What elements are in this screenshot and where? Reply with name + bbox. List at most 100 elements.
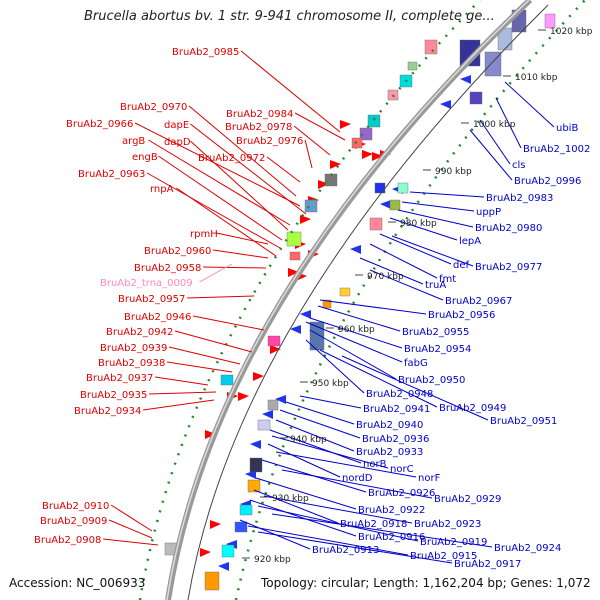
reverse-gene-arrow xyxy=(300,310,311,319)
gene-feature-block xyxy=(220,374,234,386)
leader-line xyxy=(299,395,362,409)
gene-feature-block xyxy=(369,217,383,231)
scale-tick-label: 1010 kbp xyxy=(515,73,558,83)
leader-line xyxy=(379,233,452,265)
gene-label-right: BruAb2_0936 xyxy=(362,434,429,445)
gene-label-right: BruAb2_0918 xyxy=(340,519,407,530)
gene-label-left: dapD xyxy=(164,137,191,148)
reverse-gene-arrow xyxy=(262,410,273,419)
backbone-highlight xyxy=(166,0,530,600)
gene-feature-block xyxy=(289,251,301,261)
leader-line xyxy=(305,321,403,363)
gene-label-left: BruAb2_0938 xyxy=(98,358,165,369)
leader-line xyxy=(247,525,409,556)
leader-line xyxy=(257,531,453,564)
leader-line xyxy=(193,315,265,331)
gene-label-right: BruAb2_0916 xyxy=(358,532,425,543)
gene-label-right: BruAb2_0996 xyxy=(514,176,581,187)
gene-feature-block xyxy=(397,182,409,194)
scale-tick-label: 950 kbp xyxy=(312,379,349,389)
leader-line xyxy=(203,266,267,269)
leader-line xyxy=(319,299,427,315)
gene-feature-block xyxy=(339,287,351,297)
gene-label-left: BruAb2_0984 xyxy=(226,109,293,120)
leader-line xyxy=(391,235,474,267)
leader-line xyxy=(359,257,424,285)
gene-feature-block xyxy=(322,299,332,309)
leader-line xyxy=(369,269,444,301)
gene-feature-block xyxy=(407,61,418,71)
leader-line xyxy=(271,513,493,548)
gene-label-right: BruAb2_0933 xyxy=(356,447,423,458)
leader-line xyxy=(275,419,355,452)
gene-label-right: BruAb2_1002 xyxy=(523,144,590,155)
leader-line xyxy=(174,330,253,353)
leader-line xyxy=(176,187,277,257)
gene-feature-block xyxy=(359,127,373,141)
gene-feature-block xyxy=(267,335,281,347)
backbone-group xyxy=(138,0,586,600)
gene-feature-block xyxy=(286,231,302,247)
leader-line xyxy=(269,429,362,464)
gene-label-right: BruAb2_0956 xyxy=(428,310,495,321)
leader-line xyxy=(263,495,413,524)
reverse-gene-arrow xyxy=(440,100,451,109)
gene-label-right: BruAb2_0951 xyxy=(490,416,557,427)
gene-label-right: BruAb2_0929 xyxy=(434,494,501,505)
gene-feature-block xyxy=(389,199,401,211)
leader-line xyxy=(187,295,255,299)
leader-line xyxy=(253,489,339,524)
leader-line xyxy=(319,349,438,408)
leader-line xyxy=(304,139,313,169)
gene-label-left: BruAb2_0960 xyxy=(144,246,211,257)
gene-label-left: BruAb2_0935 xyxy=(80,390,147,401)
gene-label-left: BruAb2_0972 xyxy=(198,153,265,164)
gene-feature-block xyxy=(257,419,271,431)
gene-labels: BruAb2_0985 BruAb2_0984 BruAb2_0970 BruAb2_… xyxy=(34,47,590,570)
leader-line xyxy=(143,399,215,411)
gene-label-right: ubiB xyxy=(556,123,578,134)
leader-line xyxy=(285,401,355,425)
gene-label-right: norF xyxy=(418,473,441,484)
gene-label-left: BruAb2_0939 xyxy=(100,343,167,354)
leader-line xyxy=(190,123,307,215)
leader-line xyxy=(305,339,365,394)
gene-label-left: BruAb2_0908 xyxy=(34,535,101,546)
leader-line xyxy=(389,217,458,241)
gene-feature-block xyxy=(351,137,363,149)
leader-line xyxy=(108,519,153,539)
gene-label-left: BruAb2_0963 xyxy=(78,169,145,180)
gene-feature-block xyxy=(234,521,248,533)
gene-label-right: BruAb2_0955 xyxy=(402,327,469,338)
gene-feature-block xyxy=(239,504,253,516)
map-title: Brucella abortus bv. 1 str. 9-941 chromo… xyxy=(84,9,495,24)
reverse-gene-arrow xyxy=(275,395,286,404)
forward-gene-arrow xyxy=(253,372,264,381)
gene-feature-block xyxy=(204,571,220,591)
leader-line xyxy=(281,469,433,499)
leader-line xyxy=(110,504,153,532)
leader-line xyxy=(479,119,511,165)
gene-label-right: nordD xyxy=(342,473,373,484)
leader-line xyxy=(275,451,417,478)
scale-ring xyxy=(187,4,549,600)
gene-label-right: fabG xyxy=(404,358,428,369)
genome-backbone-arc xyxy=(165,0,533,600)
leader-line xyxy=(317,305,401,332)
gene-label-right: BruAb2_0983 xyxy=(486,193,553,204)
gene-label-right: BruAb2_0941 xyxy=(363,404,430,415)
forward-gene-arrow xyxy=(210,520,221,529)
gene-label-right: BruAb2_0940 xyxy=(356,420,423,431)
gene-label-right: BruAb2_0917 xyxy=(454,559,521,570)
reverse-gene-arrow xyxy=(290,325,301,334)
leader-line xyxy=(469,129,513,181)
gene-label-left: BruAb2_0985 xyxy=(172,47,239,58)
outer-dotted-ring xyxy=(138,0,481,600)
topology-text: Topology: circular; Length: 1,162,204 bp… xyxy=(261,576,591,590)
gene-feature-block xyxy=(469,91,483,105)
forward-gene-arrow xyxy=(300,215,311,224)
leader-line xyxy=(255,477,357,510)
gene-label-right: uppP xyxy=(476,207,501,218)
leader-line xyxy=(401,201,475,212)
